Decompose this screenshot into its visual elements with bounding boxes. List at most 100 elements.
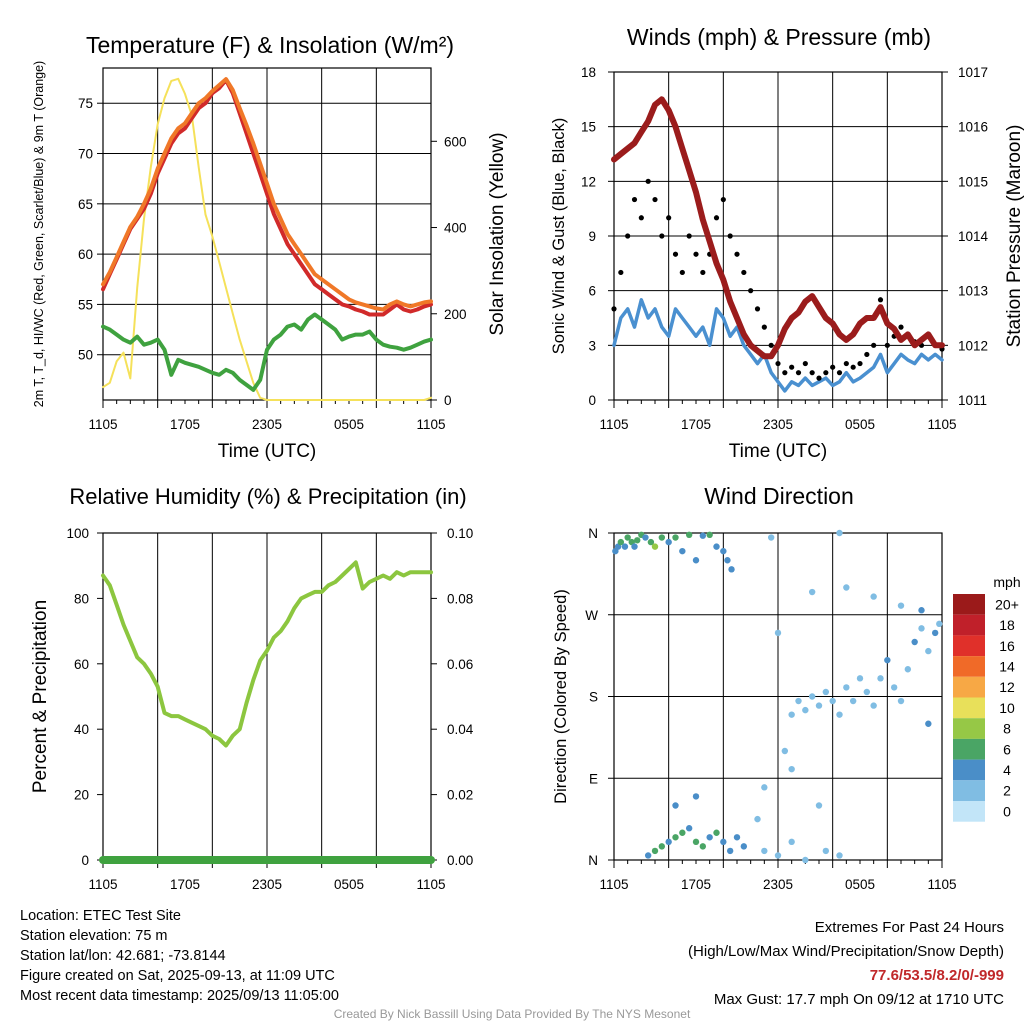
- x-tick-label: 2305: [763, 877, 793, 892]
- direction-point: [685, 531, 693, 539]
- gust-point: [748, 288, 754, 294]
- y-left-tick-label: 18: [581, 65, 596, 80]
- direction-point: [843, 684, 850, 691]
- max-gust-text: Max Gust: 17.7 mph On 09/12 at 1710 UTC: [713, 991, 1004, 1008]
- y-left-tick-label: 75: [78, 96, 93, 111]
- y-left-tick-label: 20: [74, 788, 89, 803]
- chart-panel-3: 1105 1705 2305 0505 1105 0 20 40 60 80 100 0.00 0.02…: [30, 484, 474, 892]
- y-left-tick-label: 65: [78, 197, 93, 212]
- direction-point: [788, 838, 795, 846]
- direction-point: [918, 625, 925, 632]
- direction-point: [788, 711, 795, 718]
- direction-point: [754, 815, 761, 823]
- direction-point: [672, 534, 679, 541]
- legend-swatch: [953, 656, 985, 677]
- direction-point: [808, 588, 816, 596]
- gust-point: [871, 342, 877, 348]
- y-left-tick-label: 40: [74, 722, 89, 737]
- gust-point: [816, 375, 822, 381]
- location-text: Location: ETEC Test Site: [20, 908, 181, 924]
- direction-point: [713, 829, 720, 836]
- direction-point: [728, 566, 735, 573]
- direction-point: [774, 629, 782, 637]
- x-tick-label: 0505: [334, 417, 364, 432]
- legend-label: 2: [1003, 783, 1011, 799]
- chart-panel-1: 1105 1705 2305 0505 1105 50 55 60 65 70 75 0 200 400 6…: [32, 32, 508, 462]
- y-right-tick-label: 0: [444, 393, 452, 408]
- chart-title: Winds (mph) & Pressure (mb): [627, 24, 931, 50]
- gust-point: [857, 360, 863, 367]
- legend-label: 6: [1003, 741, 1011, 757]
- extremes-title: Extremes For Past 24 Hours: [814, 919, 1004, 936]
- direction-point: [836, 852, 843, 859]
- direction-point: [795, 697, 802, 705]
- gust-point: [761, 324, 767, 330]
- direction-point: [724, 557, 731, 564]
- y-left-tick-label: 6: [588, 284, 596, 299]
- legend-swatch: [953, 780, 985, 801]
- y-left-tick-label: 60: [78, 247, 93, 262]
- gust-point: [693, 251, 699, 257]
- direction-point: [863, 688, 871, 696]
- direction-point: [720, 547, 727, 555]
- legend-label: 20+: [995, 596, 1019, 612]
- x-axis-label: Time (UTC): [218, 441, 317, 462]
- direction-point: [634, 537, 641, 544]
- direction-point: [672, 802, 679, 809]
- recent-data-text: Most recent data timestamp: 2025/09/13 1…: [20, 988, 339, 1004]
- legend-swatch: [953, 594, 985, 615]
- legend-label: 18: [999, 617, 1015, 633]
- x-axis-label: Time (UTC): [729, 441, 828, 462]
- gust-point: [679, 269, 685, 276]
- gust-point: [645, 178, 651, 184]
- gust-point: [864, 351, 870, 358]
- direction-point: [651, 543, 659, 550]
- direction-point: [829, 697, 836, 705]
- direction-point: [802, 856, 809, 864]
- gust-point: [823, 370, 829, 376]
- x-tick-label: 0505: [845, 417, 875, 432]
- direction-point: [740, 843, 748, 850]
- direction-point: [720, 838, 727, 846]
- y-left-axis-label: 2m T, T_d, HI/WC (Red, Green, Scarlet/Bl…: [32, 61, 46, 407]
- direction-point: [644, 852, 652, 859]
- direction-point: [679, 547, 686, 555]
- gust-point: [638, 215, 644, 221]
- gust-point: [830, 364, 836, 370]
- gust-point: [754, 306, 761, 312]
- direction-point: [802, 706, 809, 714]
- direction-point: [761, 847, 768, 855]
- gust-point: [631, 196, 638, 203]
- direction-point: [843, 584, 850, 591]
- direction-point: [617, 538, 625, 546]
- gust-point: [877, 297, 884, 303]
- direction-point: [692, 557, 700, 564]
- latlon-text: Station lat/lon: 42.681; -73.8144: [20, 948, 226, 964]
- legend-swatch: [953, 635, 985, 657]
- gust-point: [652, 196, 658, 203]
- y-right-tick-label: 0.08: [447, 591, 473, 606]
- direction-point: [624, 534, 631, 541]
- direction-point: [672, 834, 679, 841]
- direction-point: [685, 825, 693, 832]
- x-tick-label: 2305: [252, 877, 282, 892]
- direction-point: [679, 829, 686, 836]
- direction-point: [706, 834, 713, 841]
- gust-point: [666, 215, 672, 221]
- y-right-tick-label: 1017: [958, 65, 988, 80]
- direction-point: [692, 838, 700, 846]
- gust-point: [775, 360, 781, 367]
- gust-point: [720, 196, 726, 203]
- x-tick-label: 1705: [170, 417, 200, 432]
- direction-point: [890, 684, 898, 691]
- direction-point: [918, 607, 925, 614]
- y-left-tick-label: 3: [588, 338, 596, 353]
- wind-speed-line: [612, 298, 944, 393]
- series-9m-t-line: [101, 77, 433, 312]
- y-right-tick-label: 0.02: [447, 788, 473, 803]
- y-left-tick-label: 9: [588, 229, 596, 244]
- direction-point: [925, 647, 932, 655]
- direction-point: [931, 629, 939, 637]
- direction-point: [647, 538, 655, 546]
- y-right-tick-label: 200: [444, 307, 467, 322]
